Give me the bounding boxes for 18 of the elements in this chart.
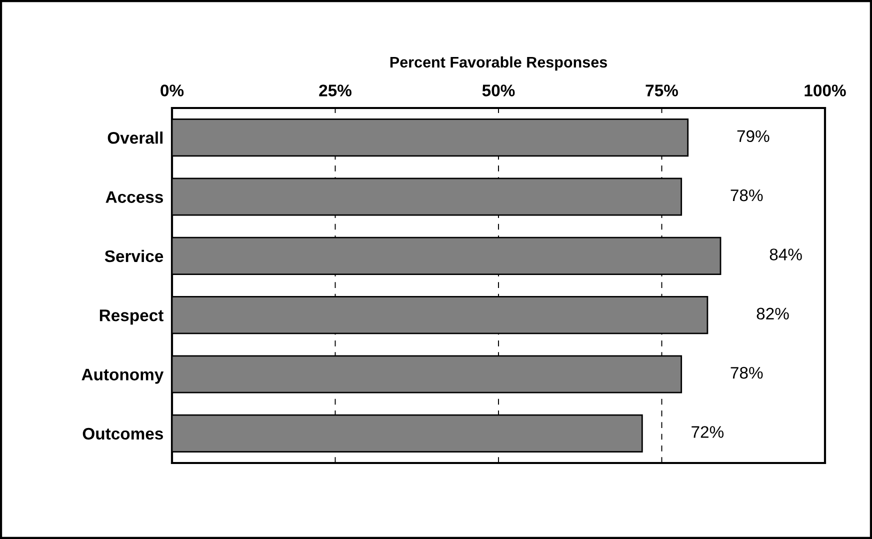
y-tick-label: Autonomy	[82, 368, 164, 384]
data-label: 78%	[730, 189, 763, 202]
data-label: 82%	[756, 308, 789, 320]
y-tick-label: Outcomes	[82, 428, 163, 440]
data-label: 72%	[692, 426, 724, 438]
x-axis-title: Percent Favorable Responses	[390, 56, 607, 71]
x-tick-label: 50%	[482, 84, 515, 96]
x-tick-label: 0%	[160, 84, 184, 96]
y-tick-label: Service	[104, 250, 164, 262]
data-label: 84%	[770, 248, 802, 260]
data-label: 79%	[737, 130, 770, 142]
x-tick-label: 75%	[646, 84, 678, 96]
y-tick-label: Respect	[100, 310, 164, 325]
data-label: 78%	[730, 366, 763, 379]
y-tick-label: Overall	[108, 132, 162, 144]
x-tick-label: 25%	[319, 84, 352, 96]
y-tick-label: Access	[106, 191, 163, 203]
x-tick-label: 100%	[804, 84, 846, 96]
